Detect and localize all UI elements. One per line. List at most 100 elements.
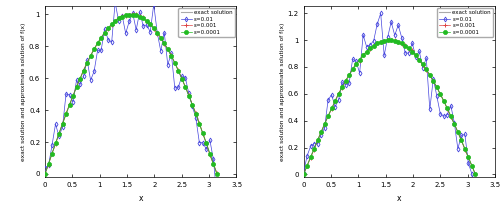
ε=0.0001 — [402, 44, 408, 47]
ε=0.001 — [204, 142, 210, 145]
ε=0.0001 — [190, 103, 196, 106]
ε=0.0001 — [91, 48, 97, 51]
ε=0.0001 — [455, 131, 461, 133]
ε=0.0001 — [388, 39, 394, 41]
ε=0.001 — [350, 67, 356, 70]
ε=0.001 — [70, 95, 76, 97]
exact solution — [128, 13, 134, 16]
ε=0.01 — [469, 173, 475, 175]
Line: ε=0.0001: ε=0.0001 — [43, 13, 219, 176]
ε=0.01 — [455, 148, 461, 150]
ε=0.001 — [308, 156, 314, 159]
ε=0.01 — [162, 31, 168, 34]
ε=0.0001 — [353, 63, 359, 65]
ε=0.01 — [406, 52, 411, 54]
ε=0.001 — [74, 85, 80, 87]
ε=0.001 — [186, 94, 192, 96]
ε=0.0001 — [332, 100, 338, 102]
ε=0.0001 — [472, 173, 478, 176]
ε=0.001 — [455, 131, 461, 133]
ε=0.01 — [154, 31, 160, 34]
ε=0.0001 — [102, 31, 107, 34]
ε=0.001 — [300, 173, 306, 176]
ε=0.0001 — [424, 68, 430, 71]
ε=0.0001 — [346, 74, 352, 76]
ε=0.001 — [384, 39, 390, 41]
ε=0.0001 — [179, 77, 185, 80]
ε=0.0001 — [116, 17, 121, 20]
Line: ε=0.001: ε=0.001 — [42, 11, 220, 176]
ε=0.0001 — [430, 80, 436, 82]
ε=0.0001 — [413, 54, 419, 57]
ε=0.01 — [413, 56, 419, 58]
ε=0.01 — [367, 44, 373, 46]
ε=0.0001 — [469, 165, 475, 167]
ε=0.01 — [420, 67, 426, 69]
ε=0.01 — [80, 75, 86, 78]
ε=0.01 — [441, 115, 447, 118]
ε=0.01 — [350, 58, 356, 60]
ε=0.0001 — [176, 69, 182, 72]
ε=0.001 — [150, 27, 156, 30]
ε=0.0001 — [370, 44, 376, 47]
ε=0.01 — [328, 93, 334, 96]
ε=0.01 — [304, 155, 310, 157]
ε=0.01 — [466, 162, 471, 165]
ε=0.001 — [162, 42, 168, 45]
exact solution — [214, 173, 220, 175]
ε=0.01 — [214, 195, 220, 198]
ε=0.0001 — [448, 115, 454, 118]
ε=0.0001 — [147, 23, 153, 25]
ε=0.0001 — [318, 131, 324, 133]
ε=0.0001 — [200, 132, 206, 135]
ε=0.01 — [193, 117, 199, 119]
ε=0.001 — [112, 19, 118, 22]
ε=0.001 — [360, 53, 366, 56]
ε=0.001 — [172, 62, 178, 64]
ε=0.01 — [77, 83, 83, 86]
ε=0.001 — [381, 40, 387, 43]
ε=0.01 — [360, 34, 366, 36]
ε=0.0001 — [339, 86, 345, 89]
ε=0.01 — [314, 143, 320, 145]
X-axis label: x: x — [397, 194, 402, 203]
ε=0.01 — [88, 79, 94, 82]
exact solution — [42, 171, 48, 173]
Legend: exact solution, ε=0.01, ε=0.001, ε=0.0001: exact solution, ε=0.01, ε=0.001, ε=0.000… — [178, 8, 235, 37]
ε=0.0001 — [186, 94, 192, 97]
ε=0.0001 — [49, 152, 55, 155]
ε=0.0001 — [328, 107, 334, 110]
ε=0.0001 — [420, 63, 426, 65]
ε=0.01 — [416, 50, 422, 52]
ε=0.01 — [378, 12, 384, 15]
ε=0.01 — [140, 25, 146, 27]
ε=0.001 — [88, 54, 94, 57]
ε=0.001 — [84, 62, 90, 64]
ε=0.01 — [56, 135, 62, 138]
ε=0.0001 — [441, 100, 447, 102]
exact solution — [446, 111, 452, 113]
exact solution — [148, 24, 154, 26]
ε=0.0001 — [444, 107, 450, 110]
ε=0.001 — [452, 122, 458, 125]
ε=0.01 — [102, 27, 107, 30]
ε=0.01 — [144, 24, 150, 26]
ε=0.001 — [102, 31, 107, 34]
ε=0.01 — [311, 142, 317, 145]
exact solution — [42, 173, 48, 175]
ε=0.01 — [374, 23, 380, 25]
ε=0.001 — [147, 23, 153, 25]
ε=0.0001 — [105, 27, 111, 29]
ε=0.01 — [336, 98, 342, 101]
Line: exact solution: exact solution — [45, 14, 217, 174]
ε=0.01 — [176, 86, 182, 89]
ε=0.001 — [158, 37, 164, 39]
ε=0.001 — [462, 148, 468, 151]
ε=0.001 — [56, 132, 62, 135]
ε=0.01 — [452, 122, 458, 124]
exact solution — [145, 21, 151, 23]
ε=0.01 — [318, 134, 324, 136]
ε=0.001 — [402, 44, 408, 46]
ε=0.01 — [356, 72, 362, 74]
ε=0.0001 — [427, 74, 433, 76]
